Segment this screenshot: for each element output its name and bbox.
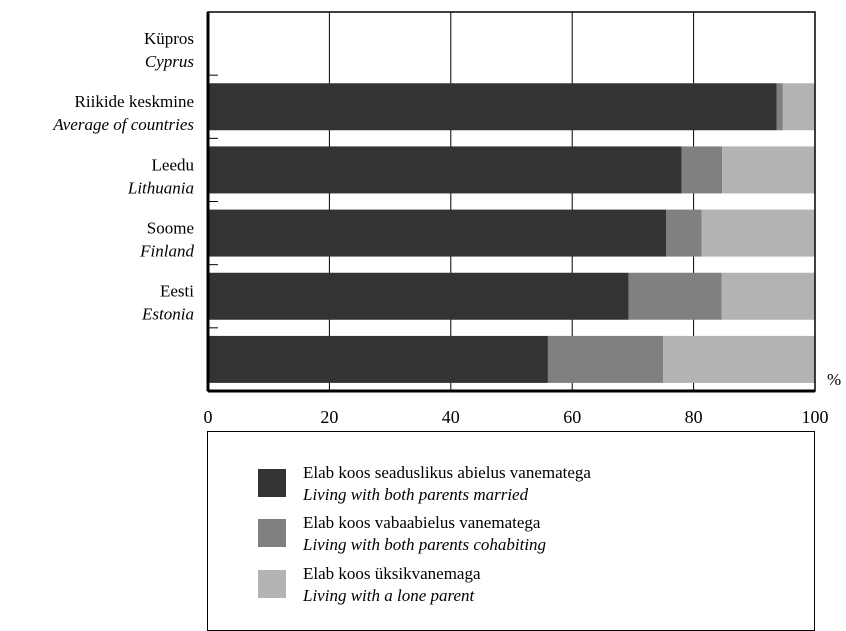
category-label-0-et: Küpros [144,29,194,48]
x-tick-label-5: 100 [802,407,829,427]
category-label-2-et: Leedu [152,155,195,174]
x-tick-label-2: 40 [442,407,460,427]
category-label-4-en: Estonia [141,305,194,324]
legend-label-married-en: Living with both parents married [303,485,529,504]
x-unit-label: % [827,370,841,389]
category-label-2-en: Lithuania [127,178,194,197]
legend-label-married-et: Elab koos seaduslikus abielus vanematega [303,463,591,482]
legend-label-lone-parent-en: Living with a lone parent [303,586,475,605]
category-label-1-en: Average of countries [52,115,194,134]
stacked-bar-chart: Küpros Cyprus Riikide keskmine Average of c… [52,11,841,427]
bar-3-series-0 [208,272,629,320]
legend-item-lone-parent: Elab koos üksikvanemaga Living with a lo… [258,563,798,609]
bar-1-series-1 [681,146,723,194]
bar-0-series-1 [776,83,783,131]
category-label-3-en: Finland [139,242,194,261]
legend-label-lone-parent-et: Elab koos üksikvanemaga [303,564,481,583]
bar-1-series-0 [208,146,682,194]
legend-item-cohabiting: Elab koos vabaabielus vanematega Living … [258,512,798,558]
legend-swatch-cohabiting [258,519,286,547]
bar-4-series-0 [208,335,548,383]
bar-3-series-2 [721,272,815,320]
bar-0-series-0 [208,83,777,131]
category-label-3-et: Soome [147,219,194,238]
bar-0-series-2 [782,83,815,131]
legend-swatch-lone-parent [258,570,286,598]
bar-2-series-0 [208,209,667,257]
bar-3-series-1 [628,272,722,320]
category-label-1-et: Riikide keskmine [75,92,194,111]
plot-frame [207,11,816,392]
x-tick-label-0: 0 [204,407,213,427]
category-label-4-et: Eesti [160,282,194,301]
legend-label-cohabiting-en: Living with both parents cohabiting [303,535,547,554]
legend-label-cohabiting-et: Elab koos vabaabielus vanematega [303,513,541,532]
category-label-0-en: Cyprus [145,52,195,71]
bar-2-series-1 [666,209,702,257]
bar-4-series-1 [547,335,664,383]
bar-1-series-2 [722,146,815,194]
bar-2-series-2 [701,209,815,257]
legend-item-married: Elab koos seaduslikus abielus vanematega… [258,462,798,508]
legend-swatch-married [258,469,286,497]
x-tick-label-1: 20 [320,407,338,427]
x-tick-label-3: 60 [563,407,581,427]
legend: Elab koos seaduslikus abielus vanematega… [207,431,815,631]
bar-4-series-2 [663,335,815,383]
x-tick-label-4: 80 [685,407,703,427]
